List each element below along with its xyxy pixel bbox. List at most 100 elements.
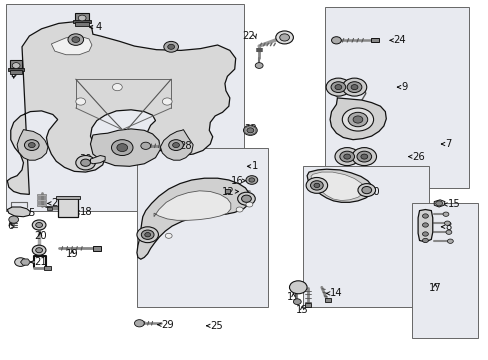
Circle shape (165, 233, 172, 238)
Bar (6, 4, 243, 211)
Bar (75, 22, 89, 26)
Circle shape (279, 34, 289, 41)
Text: 2: 2 (51, 198, 58, 208)
Circle shape (162, 98, 172, 105)
Text: 17: 17 (428, 283, 441, 293)
Circle shape (422, 223, 427, 227)
Bar (10, 60, 22, 68)
Circle shape (310, 181, 323, 190)
Circle shape (346, 82, 361, 93)
Bar (47, 207, 52, 210)
Text: 16: 16 (230, 176, 243, 186)
Circle shape (141, 142, 150, 149)
Text: 23: 23 (244, 124, 256, 134)
Circle shape (255, 63, 263, 68)
Circle shape (350, 85, 357, 90)
Polygon shape (90, 129, 160, 166)
Text: 26: 26 (411, 152, 424, 162)
Circle shape (72, 37, 80, 42)
Polygon shape (329, 98, 386, 140)
Circle shape (435, 201, 442, 206)
Bar (37, 204, 46, 206)
Circle shape (32, 245, 46, 255)
Circle shape (356, 151, 371, 162)
Text: 11: 11 (286, 292, 299, 302)
Text: 5: 5 (28, 208, 35, 218)
Circle shape (236, 207, 243, 212)
Text: 27: 27 (177, 206, 190, 216)
Text: 14: 14 (329, 288, 342, 298)
Circle shape (167, 44, 174, 49)
Text: 19: 19 (66, 249, 79, 259)
Circle shape (245, 176, 257, 184)
Circle shape (68, 34, 83, 45)
Text: 30: 30 (79, 154, 92, 164)
Bar (75, 13, 89, 21)
Polygon shape (17, 130, 48, 160)
Text: 15: 15 (447, 199, 459, 210)
Polygon shape (154, 191, 230, 220)
Polygon shape (433, 200, 444, 207)
Circle shape (305, 177, 327, 193)
Text: 7: 7 (444, 139, 450, 149)
Bar (37, 197, 46, 198)
Circle shape (422, 214, 427, 218)
Circle shape (9, 216, 19, 223)
Polygon shape (51, 36, 92, 55)
Circle shape (241, 195, 251, 202)
Circle shape (246, 128, 253, 133)
Circle shape (347, 112, 367, 127)
Circle shape (442, 212, 448, 216)
Polygon shape (160, 130, 193, 160)
Text: 9: 9 (400, 82, 407, 92)
Circle shape (342, 108, 373, 131)
Polygon shape (7, 22, 235, 194)
Circle shape (334, 148, 359, 166)
Bar (370, 38, 379, 42)
Circle shape (331, 37, 341, 44)
Bar (73, 20, 91, 23)
Text: 6: 6 (7, 221, 14, 231)
Circle shape (351, 148, 376, 166)
Circle shape (445, 230, 451, 234)
Polygon shape (310, 172, 364, 201)
Bar (37, 194, 46, 196)
Circle shape (422, 232, 427, 236)
Circle shape (24, 140, 39, 150)
Polygon shape (20, 259, 30, 265)
Circle shape (360, 154, 367, 159)
Circle shape (111, 140, 133, 156)
Circle shape (342, 78, 366, 96)
Circle shape (447, 239, 452, 243)
Circle shape (36, 222, 42, 228)
Bar (224, 189, 229, 193)
Circle shape (81, 159, 90, 166)
Bar (137, 148, 267, 307)
Text: 8: 8 (444, 222, 450, 232)
Circle shape (144, 233, 150, 237)
Text: 25: 25 (210, 321, 223, 331)
Circle shape (163, 41, 178, 52)
Circle shape (168, 140, 183, 150)
Polygon shape (90, 156, 105, 164)
Circle shape (172, 143, 179, 148)
Text: 13: 13 (295, 305, 308, 315)
Bar (58, 197, 78, 217)
Text: 22: 22 (242, 31, 255, 41)
Bar (324, 298, 330, 302)
Text: 10: 10 (367, 186, 380, 197)
Circle shape (330, 82, 345, 93)
Circle shape (293, 299, 301, 305)
Circle shape (137, 227, 158, 243)
Text: 4: 4 (95, 22, 102, 32)
Text: 28: 28 (179, 141, 192, 151)
Text: 29: 29 (161, 320, 174, 330)
Polygon shape (417, 210, 432, 242)
Circle shape (78, 15, 86, 21)
Circle shape (12, 63, 20, 68)
Circle shape (325, 78, 350, 96)
Circle shape (141, 230, 154, 239)
Text: 24: 24 (393, 35, 406, 45)
Circle shape (357, 184, 375, 197)
Circle shape (422, 238, 427, 243)
